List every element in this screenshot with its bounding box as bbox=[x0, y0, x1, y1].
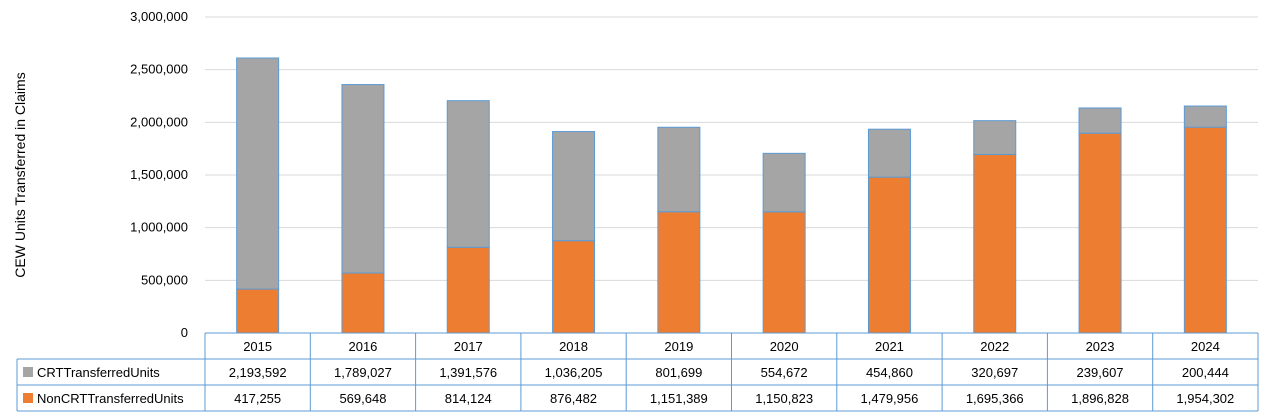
data-label-CRTTransferredUnits: 1,036,205 bbox=[545, 365, 603, 380]
legend-label: NonCRTTransferredUnits bbox=[37, 391, 184, 406]
data-label-CRTTransferredUnits: 554,672 bbox=[761, 365, 808, 380]
data-label-CRTTransferredUnits: 1,391,576 bbox=[439, 365, 497, 380]
legend-key-CRTTransferredUnits bbox=[23, 367, 33, 377]
data-label-CRTTransferredUnits: 200,444 bbox=[1182, 365, 1229, 380]
data-label-NonCRTTransferredUnits: 1,151,389 bbox=[650, 391, 708, 406]
data-label-CRTTransferredUnits: 239,607 bbox=[1077, 365, 1124, 380]
y-tick-label: 500,000 bbox=[141, 272, 188, 287]
bars bbox=[236, 57, 1227, 334]
bar-CRTTransferredUnits-2016 bbox=[341, 84, 385, 274]
x-tick-label: 2015 bbox=[243, 339, 272, 354]
data-table: 2015 2016 2017 2018 2019 2020 2021 2022 2023 2024… bbox=[16, 332, 1259, 412]
x-tick-label: 2017 bbox=[454, 339, 483, 354]
bar-NonCRTTransferredUnits-2019 bbox=[657, 211, 701, 334]
data-label-NonCRTTransferredUnits: 1,954,302 bbox=[1176, 391, 1234, 406]
bar-CRTTransferredUnits-2020 bbox=[762, 152, 806, 213]
y-tick-label: 1,500,000 bbox=[130, 167, 188, 182]
y-axis-label: CEW Units Transferred in Claims bbox=[12, 72, 28, 277]
bar-NonCRTTransferredUnits-2020 bbox=[762, 211, 806, 334]
data-label-NonCRTTransferredUnits: 417,255 bbox=[234, 391, 281, 406]
x-tick-label: 2021 bbox=[875, 339, 904, 354]
data-label-CRTTransferredUnits: 1,789,027 bbox=[334, 365, 392, 380]
y-tick-label: 1,000,000 bbox=[130, 220, 188, 235]
y-axis-tick-labels: 0 500,000 1,000,000 1,500,000 2,000,000 2,500… bbox=[130, 9, 188, 340]
bar-CRTTransferredUnits-2017 bbox=[446, 100, 490, 248]
x-tick-label: 2023 bbox=[1086, 339, 1115, 354]
data-label-NonCRTTransferredUnits: 1,150,823 bbox=[755, 391, 813, 406]
bar-CRTTransferredUnits-2021 bbox=[867, 128, 911, 178]
x-tick-label: 2020 bbox=[770, 339, 799, 354]
bar-CRTTransferredUnits-2023 bbox=[1078, 107, 1122, 134]
x-tick-label: 2018 bbox=[559, 339, 588, 354]
bar-NonCRTTransferredUnits-2021 bbox=[867, 176, 911, 334]
data-label-NonCRTTransferredUnits: 1,896,828 bbox=[1071, 391, 1129, 406]
y-tick-label: 2,500,000 bbox=[130, 62, 188, 77]
legend-label: CRTTransferredUnits bbox=[37, 365, 160, 380]
data-label-CRTTransferredUnits: 2,193,592 bbox=[229, 365, 287, 380]
bar-NonCRTTransferredUnits-2023 bbox=[1078, 132, 1122, 334]
bar-CRTTransferredUnits-2022 bbox=[973, 120, 1017, 155]
y-tick-label: 2,000,000 bbox=[130, 114, 188, 129]
data-label-NonCRTTransferredUnits: 1,479,956 bbox=[861, 391, 919, 406]
y-tick-label: 3,000,000 bbox=[130, 9, 188, 24]
data-label-NonCRTTransferredUnits: 814,124 bbox=[445, 391, 492, 406]
bar-NonCRTTransferredUnits-2015 bbox=[236, 288, 280, 334]
data-label-NonCRTTransferredUnits: 569,648 bbox=[339, 391, 386, 406]
bar-CRTTransferredUnits-2015 bbox=[236, 57, 280, 290]
y-tick-label: 0 bbox=[181, 325, 188, 340]
x-tick-label: 2022 bbox=[980, 339, 1009, 354]
bar-NonCRTTransferredUnits-2022 bbox=[973, 153, 1017, 334]
bar-CRTTransferredUnits-2019 bbox=[657, 126, 701, 213]
x-tick-label: 2016 bbox=[348, 339, 377, 354]
bar-NonCRTTransferredUnits-2024 bbox=[1183, 126, 1227, 334]
data-label-NonCRTTransferredUnits: 876,482 bbox=[550, 391, 597, 406]
bar-NonCRTTransferredUnits-2017 bbox=[446, 246, 490, 334]
data-label-CRTTransferredUnits: 454,860 bbox=[866, 365, 913, 380]
bar-CRTTransferredUnits-2018 bbox=[552, 131, 596, 242]
legend-key-NonCRTTransferredUnits bbox=[23, 393, 33, 403]
x-tick-label: 2024 bbox=[1191, 339, 1220, 354]
bar-NonCRTTransferredUnits-2018 bbox=[552, 240, 596, 334]
x-tick-label: 2019 bbox=[664, 339, 693, 354]
bar-NonCRTTransferredUnits-2016 bbox=[341, 272, 385, 334]
data-label-NonCRTTransferredUnits: 1,695,366 bbox=[966, 391, 1024, 406]
data-label-CRTTransferredUnits: 320,697 bbox=[971, 365, 1018, 380]
data-label-CRTTransferredUnits: 801,699 bbox=[655, 365, 702, 380]
bar-CRTTransferredUnits-2024 bbox=[1183, 105, 1227, 128]
